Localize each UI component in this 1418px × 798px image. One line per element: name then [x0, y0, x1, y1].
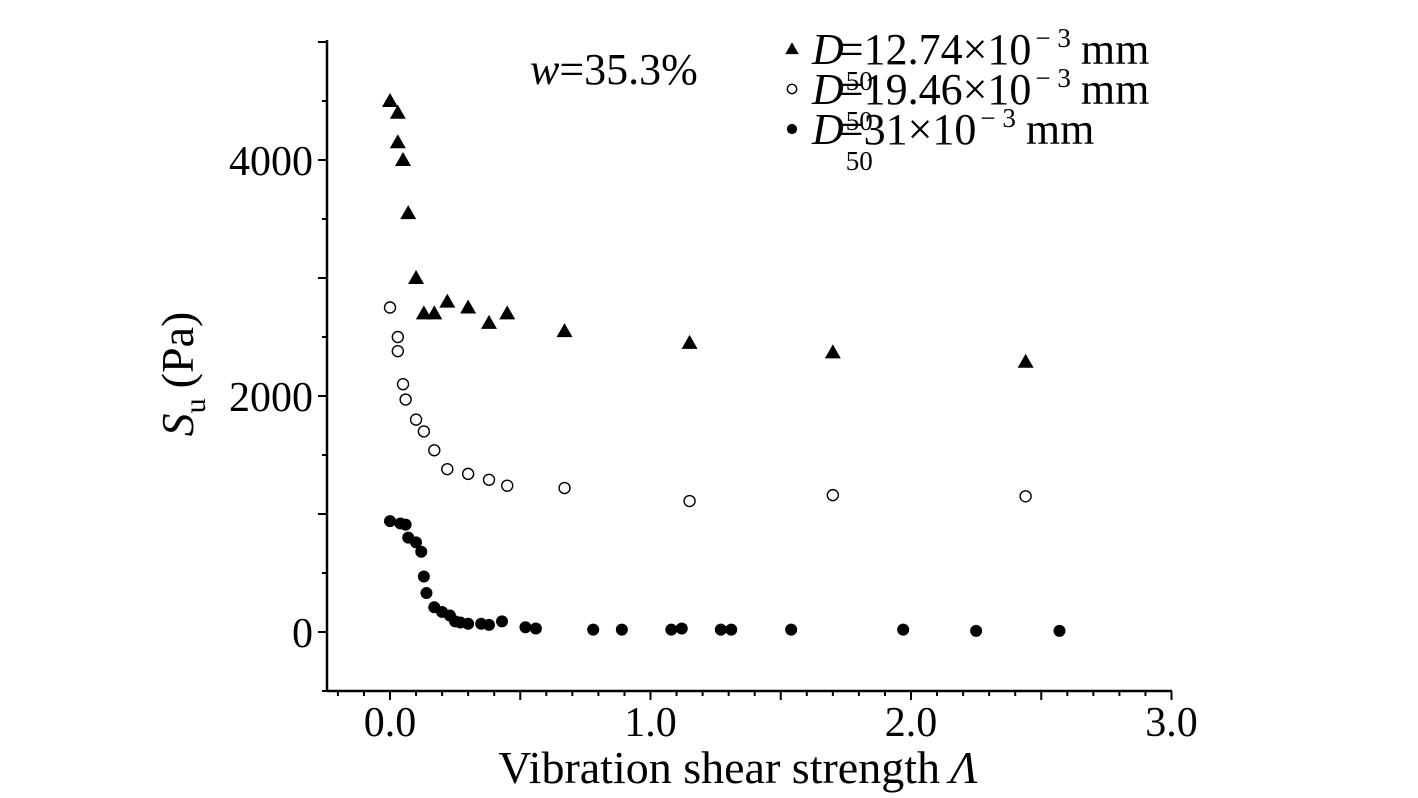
- data-point-filled-circle: [462, 617, 475, 630]
- data-point-triangle: [426, 305, 443, 320]
- data-point-triangle: [1017, 353, 1034, 368]
- x-axis-label-text: Vibration shear strength: [498, 742, 940, 793]
- data-point-triangle: [382, 93, 398, 107]
- data-point-filled-circle: [410, 536, 423, 549]
- data-point-open-circle: [1019, 490, 1032, 503]
- annotation-var: w: [530, 45, 560, 94]
- data-points: [382, 93, 1066, 637]
- x-axis-label-symbol: Λ: [946, 742, 978, 793]
- data-point-filled-circle: [415, 545, 428, 558]
- data-point-filled-circle: [587, 623, 600, 636]
- data-point-triangle: [460, 299, 477, 314]
- data-point-triangle: [415, 305, 432, 320]
- legend-entry: D50=12.74×10− 3 mm: [785, 23, 1149, 96]
- data-point-open-circle: [417, 425, 431, 438]
- x-axis-label: Vibration shear strength Λ: [498, 742, 978, 793]
- data-point-open-circle: [399, 393, 412, 406]
- y-axis-label-unit: (Pa): [152, 312, 203, 389]
- x-tick-label: 2.0: [885, 700, 938, 746]
- data-point-triangle: [400, 205, 417, 220]
- y-axis-label-subscript: u: [179, 398, 212, 413]
- data-point-triangle: [480, 314, 497, 329]
- data-point-filled-circle: [970, 624, 983, 637]
- legend-marker-open-circle: [786, 83, 798, 95]
- data-point-filled-circle: [615, 623, 628, 636]
- data-point-open-circle: [501, 479, 514, 492]
- data-point-filled-circle: [675, 622, 688, 635]
- legend-marker-triangle: [785, 42, 799, 55]
- data-point-triangle: [499, 305, 516, 320]
- moisture-annotation: w=35.3%: [530, 45, 698, 94]
- legend-label: D50=19.46×10− 3 mm: [811, 63, 1149, 136]
- data-point-triangle: [408, 270, 425, 284]
- data-point-open-circle: [383, 301, 397, 314]
- data-point-filled-circle: [897, 623, 910, 636]
- legend-marker-filled-circle: [786, 123, 798, 135]
- x-tick-label: 1.0: [624, 700, 677, 746]
- data-point-triangle: [389, 104, 406, 119]
- data-point-open-circle: [396, 378, 410, 391]
- data-point-filled-circle: [417, 570, 430, 583]
- data-point-open-circle: [391, 344, 405, 358]
- data-point-filled-circle: [785, 623, 798, 636]
- data-point-filled-circle: [482, 618, 495, 631]
- data-point-filled-circle: [420, 587, 433, 600]
- x-tick-label: 3.0: [1145, 700, 1198, 746]
- data-point-open-circle: [461, 467, 475, 481]
- data-point-filled-circle: [519, 621, 532, 634]
- data-point-filled-circle: [665, 623, 678, 636]
- data-point-filled-circle: [1053, 624, 1066, 637]
- y-tick-label: 4000: [229, 139, 313, 185]
- data-point-open-circle: [409, 413, 423, 426]
- series-triangle: [382, 93, 1034, 368]
- data-point-filled-circle: [725, 623, 738, 636]
- y-axis-ticks: 0 2000 4000: [229, 41, 327, 692]
- series-open-circle: [383, 301, 1032, 508]
- data-point-filled-circle: [529, 622, 542, 635]
- data-point-triangle: [681, 334, 698, 349]
- legend-entry: D50=31×10− 3 mm: [786, 103, 1094, 176]
- data-point-open-circle: [428, 444, 441, 457]
- data-point-open-circle: [683, 494, 696, 508]
- legend-entry: D50=19.46×10− 3 mm: [786, 63, 1149, 136]
- legend-label: D50=31×10− 3 mm: [811, 103, 1094, 176]
- data-point-open-circle: [826, 488, 840, 502]
- x-axis-ticks: 0.0 1.0 2.0 3.0: [336, 691, 1198, 746]
- data-point-triangle: [824, 344, 841, 359]
- data-point-filled-circle: [399, 518, 412, 531]
- y-tick-label: 0: [292, 611, 313, 657]
- data-point-triangle: [439, 293, 456, 308]
- data-point-open-circle: [391, 330, 405, 344]
- data-point-triangle: [556, 323, 573, 338]
- data-point-open-circle: [482, 473, 496, 486]
- y-axis-label-symbol: S: [152, 413, 203, 436]
- legend-label: D50=12.74×10− 3 mm: [811, 23, 1149, 96]
- y-axis-label: Su (Pa): [152, 312, 212, 437]
- data-point-open-circle: [441, 462, 454, 476]
- y-tick-label: 2000: [229, 375, 313, 421]
- data-point-filled-circle: [714, 623, 727, 636]
- data-point-triangle: [395, 152, 412, 166]
- data-point-open-circle: [558, 481, 571, 495]
- annotation-value: =35.3%: [559, 45, 697, 94]
- series-filled-circle: [384, 515, 1066, 637]
- data-point-filled-circle: [496, 615, 509, 628]
- x-tick-label: 0.0: [364, 700, 417, 746]
- data-point-filled-circle: [384, 515, 396, 528]
- data-point-triangle: [389, 134, 406, 149]
